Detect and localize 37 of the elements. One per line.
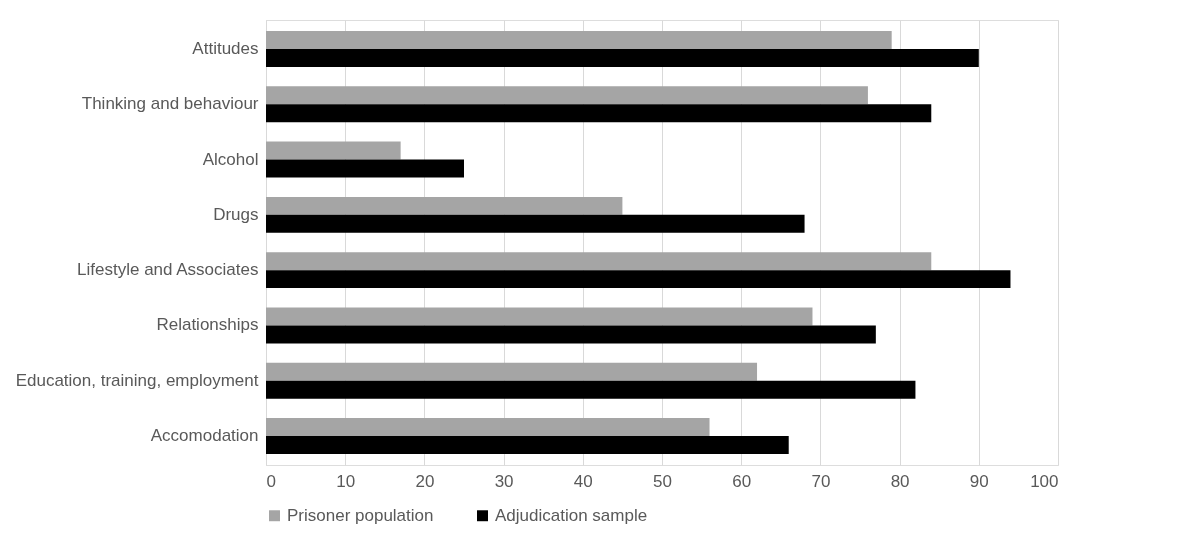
bar <box>266 86 868 105</box>
bar <box>266 270 1011 289</box>
bar <box>266 362 758 381</box>
x-tick-label: 100 <box>1030 471 1059 491</box>
x-tick-label: 20 <box>415 471 435 491</box>
x-tick-label: 10 <box>336 471 356 491</box>
x-tick-label: 30 <box>494 471 514 491</box>
y-tick-label: Relationships <box>156 315 259 335</box>
bar <box>266 325 876 344</box>
y-tick-label: Education, training, employment <box>15 370 259 390</box>
bar <box>266 252 932 271</box>
x-tick-label: 60 <box>732 471 752 491</box>
legend-label: Adjudication sample <box>495 505 648 525</box>
bar <box>266 435 789 454</box>
x-tick-label: 90 <box>969 471 989 491</box>
x-tick-label: 70 <box>811 471 831 491</box>
x-tick-label: 0 <box>266 471 276 491</box>
bar <box>266 49 979 67</box>
bar <box>266 380 916 399</box>
bar <box>266 214 805 233</box>
y-tick-label: Lifestyle and Associates <box>77 260 259 280</box>
bar <box>266 159 464 178</box>
bar <box>266 104 932 123</box>
x-tick-label: 40 <box>573 471 593 491</box>
x-tick-label: 80 <box>890 471 910 491</box>
x-tick-label: 50 <box>653 471 672 491</box>
bar <box>266 418 710 436</box>
y-tick-label: Attitudes <box>192 39 259 59</box>
bar <box>266 196 623 215</box>
bar <box>266 141 401 160</box>
legend-label: Prisoner population <box>287 505 434 525</box>
bar <box>266 307 813 326</box>
y-tick-label: Thinking and behaviour <box>81 94 259 114</box>
y-tick-label: Accomodation <box>150 425 259 445</box>
y-tick-label: Drugs <box>213 204 259 224</box>
y-tick-label: Alcohol <box>202 149 259 169</box>
bar <box>266 31 892 50</box>
